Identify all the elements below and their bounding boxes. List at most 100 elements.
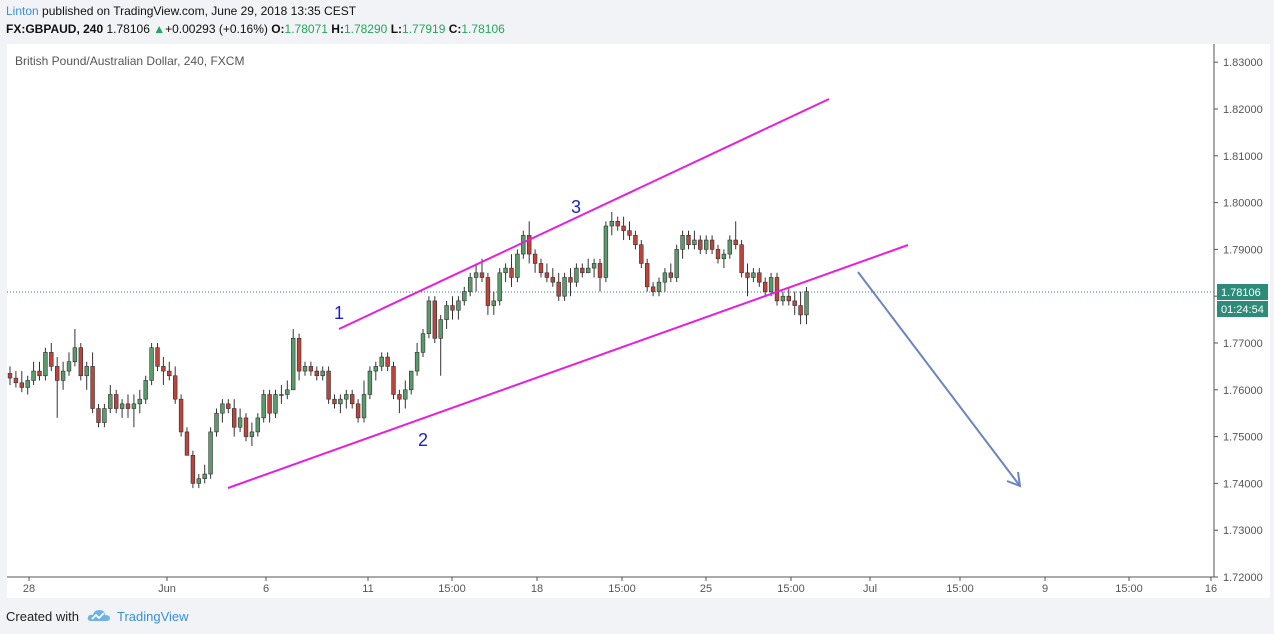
candle	[585, 258, 591, 274]
candle	[60, 361, 66, 390]
candle-body	[668, 272, 674, 278]
last-price: 1.78106	[106, 22, 150, 36]
candle	[344, 389, 349, 409]
candle	[385, 352, 390, 372]
candle	[621, 216, 626, 241]
candle	[580, 263, 585, 278]
candle	[114, 389, 119, 414]
candle	[757, 268, 762, 287]
candle-body	[450, 305, 455, 311]
candle-body	[25, 380, 30, 388]
candle	[686, 230, 691, 250]
candle-body	[580, 267, 585, 274]
y-tick-label: 1.77000	[1223, 338, 1263, 350]
candle-body	[768, 277, 774, 292]
candle-body	[721, 253, 727, 260]
tradingview-brand-text: TradingView	[116, 608, 189, 624]
created-with-label: Created with	[6, 608, 79, 624]
candle-body	[13, 377, 19, 384]
candle-body	[349, 394, 355, 405]
candle-body	[408, 370, 414, 391]
y-tick-label: 1.72000	[1223, 572, 1263, 584]
candle	[102, 403, 107, 428]
candle-body	[703, 239, 709, 250]
candle	[462, 286, 467, 306]
candle	[456, 296, 461, 320]
candle-body	[385, 356, 390, 367]
candle	[662, 268, 668, 292]
time-axis[interactable]	[7, 577, 1270, 598]
y-tick-label: 1.79000	[1223, 244, 1263, 256]
candle-body	[173, 375, 178, 400]
candle	[66, 352, 72, 376]
high-value: 1.78290	[343, 22, 388, 36]
x-tick-label: 18	[531, 583, 543, 595]
last-price-badge-text: 1.78106	[1221, 287, 1261, 299]
x-tick-label: 16	[1205, 583, 1217, 595]
candle-body	[515, 253, 520, 278]
candle	[521, 230, 526, 259]
candle-body	[285, 389, 290, 395]
candle	[143, 375, 148, 404]
close-label: C:	[448, 22, 462, 36]
candle-body	[656, 281, 662, 292]
candle-body	[462, 291, 467, 302]
candle-body	[526, 235, 532, 255]
candle-body	[49, 352, 54, 367]
candle-body	[715, 249, 721, 260]
candle	[261, 389, 266, 423]
channel-lower-line[interactable]	[227, 244, 909, 489]
candle	[432, 296, 437, 343]
candle	[497, 268, 502, 306]
candle	[155, 343, 160, 372]
candle	[615, 216, 620, 231]
plot-area[interactable]	[7, 44, 1214, 577]
candle	[568, 268, 573, 297]
author-link[interactable]: Linton	[6, 4, 39, 18]
candle	[84, 361, 89, 390]
candle-body	[114, 394, 119, 409]
candle	[727, 235, 733, 259]
y-tick-labels: 1.72000 1.73000 1.74000 1.75000 1.76000 1.770…	[1214, 57, 1263, 584]
ohlc-info: FX:GBPAUD, 240 1.78106 ▲+0.00293 (+0.16%…	[6, 22, 505, 36]
candle	[302, 361, 308, 376]
candle	[574, 263, 579, 287]
y-tick-label: 1.74000	[1223, 478, 1263, 490]
candle	[355, 399, 361, 423]
tradingview-link[interactable]: TradingView	[87, 608, 189, 624]
candle	[178, 394, 184, 437]
candle	[562, 272, 567, 301]
candle	[237, 408, 243, 432]
candle-body	[503, 267, 508, 274]
x-tick-label: Jul	[863, 583, 877, 595]
candle-body	[355, 403, 361, 419]
candle-body	[78, 347, 84, 377]
candle	[804, 286, 809, 325]
candle-body	[792, 300, 797, 306]
candle-body	[60, 370, 66, 381]
candle-body	[167, 370, 172, 377]
candle	[149, 343, 154, 386]
projection-arrow[interactable]	[857, 271, 1021, 487]
candle	[37, 361, 42, 381]
candle	[19, 371, 24, 393]
candle-body	[692, 239, 697, 246]
candle	[703, 235, 709, 255]
candle	[550, 268, 556, 287]
candle	[243, 413, 249, 442]
candle-body	[662, 272, 668, 283]
candle-body	[774, 277, 780, 302]
candle	[25, 375, 30, 395]
candle	[674, 244, 679, 283]
candle-body	[556, 281, 561, 297]
candle	[326, 366, 331, 404]
candle	[43, 347, 48, 381]
candle-body	[591, 263, 597, 269]
x-tick-label: 28	[23, 583, 35, 595]
candle	[503, 263, 508, 283]
candle	[7, 366, 13, 386]
candle	[308, 361, 314, 376]
channel-upper-line[interactable]	[338, 98, 830, 330]
candle	[220, 399, 225, 423]
